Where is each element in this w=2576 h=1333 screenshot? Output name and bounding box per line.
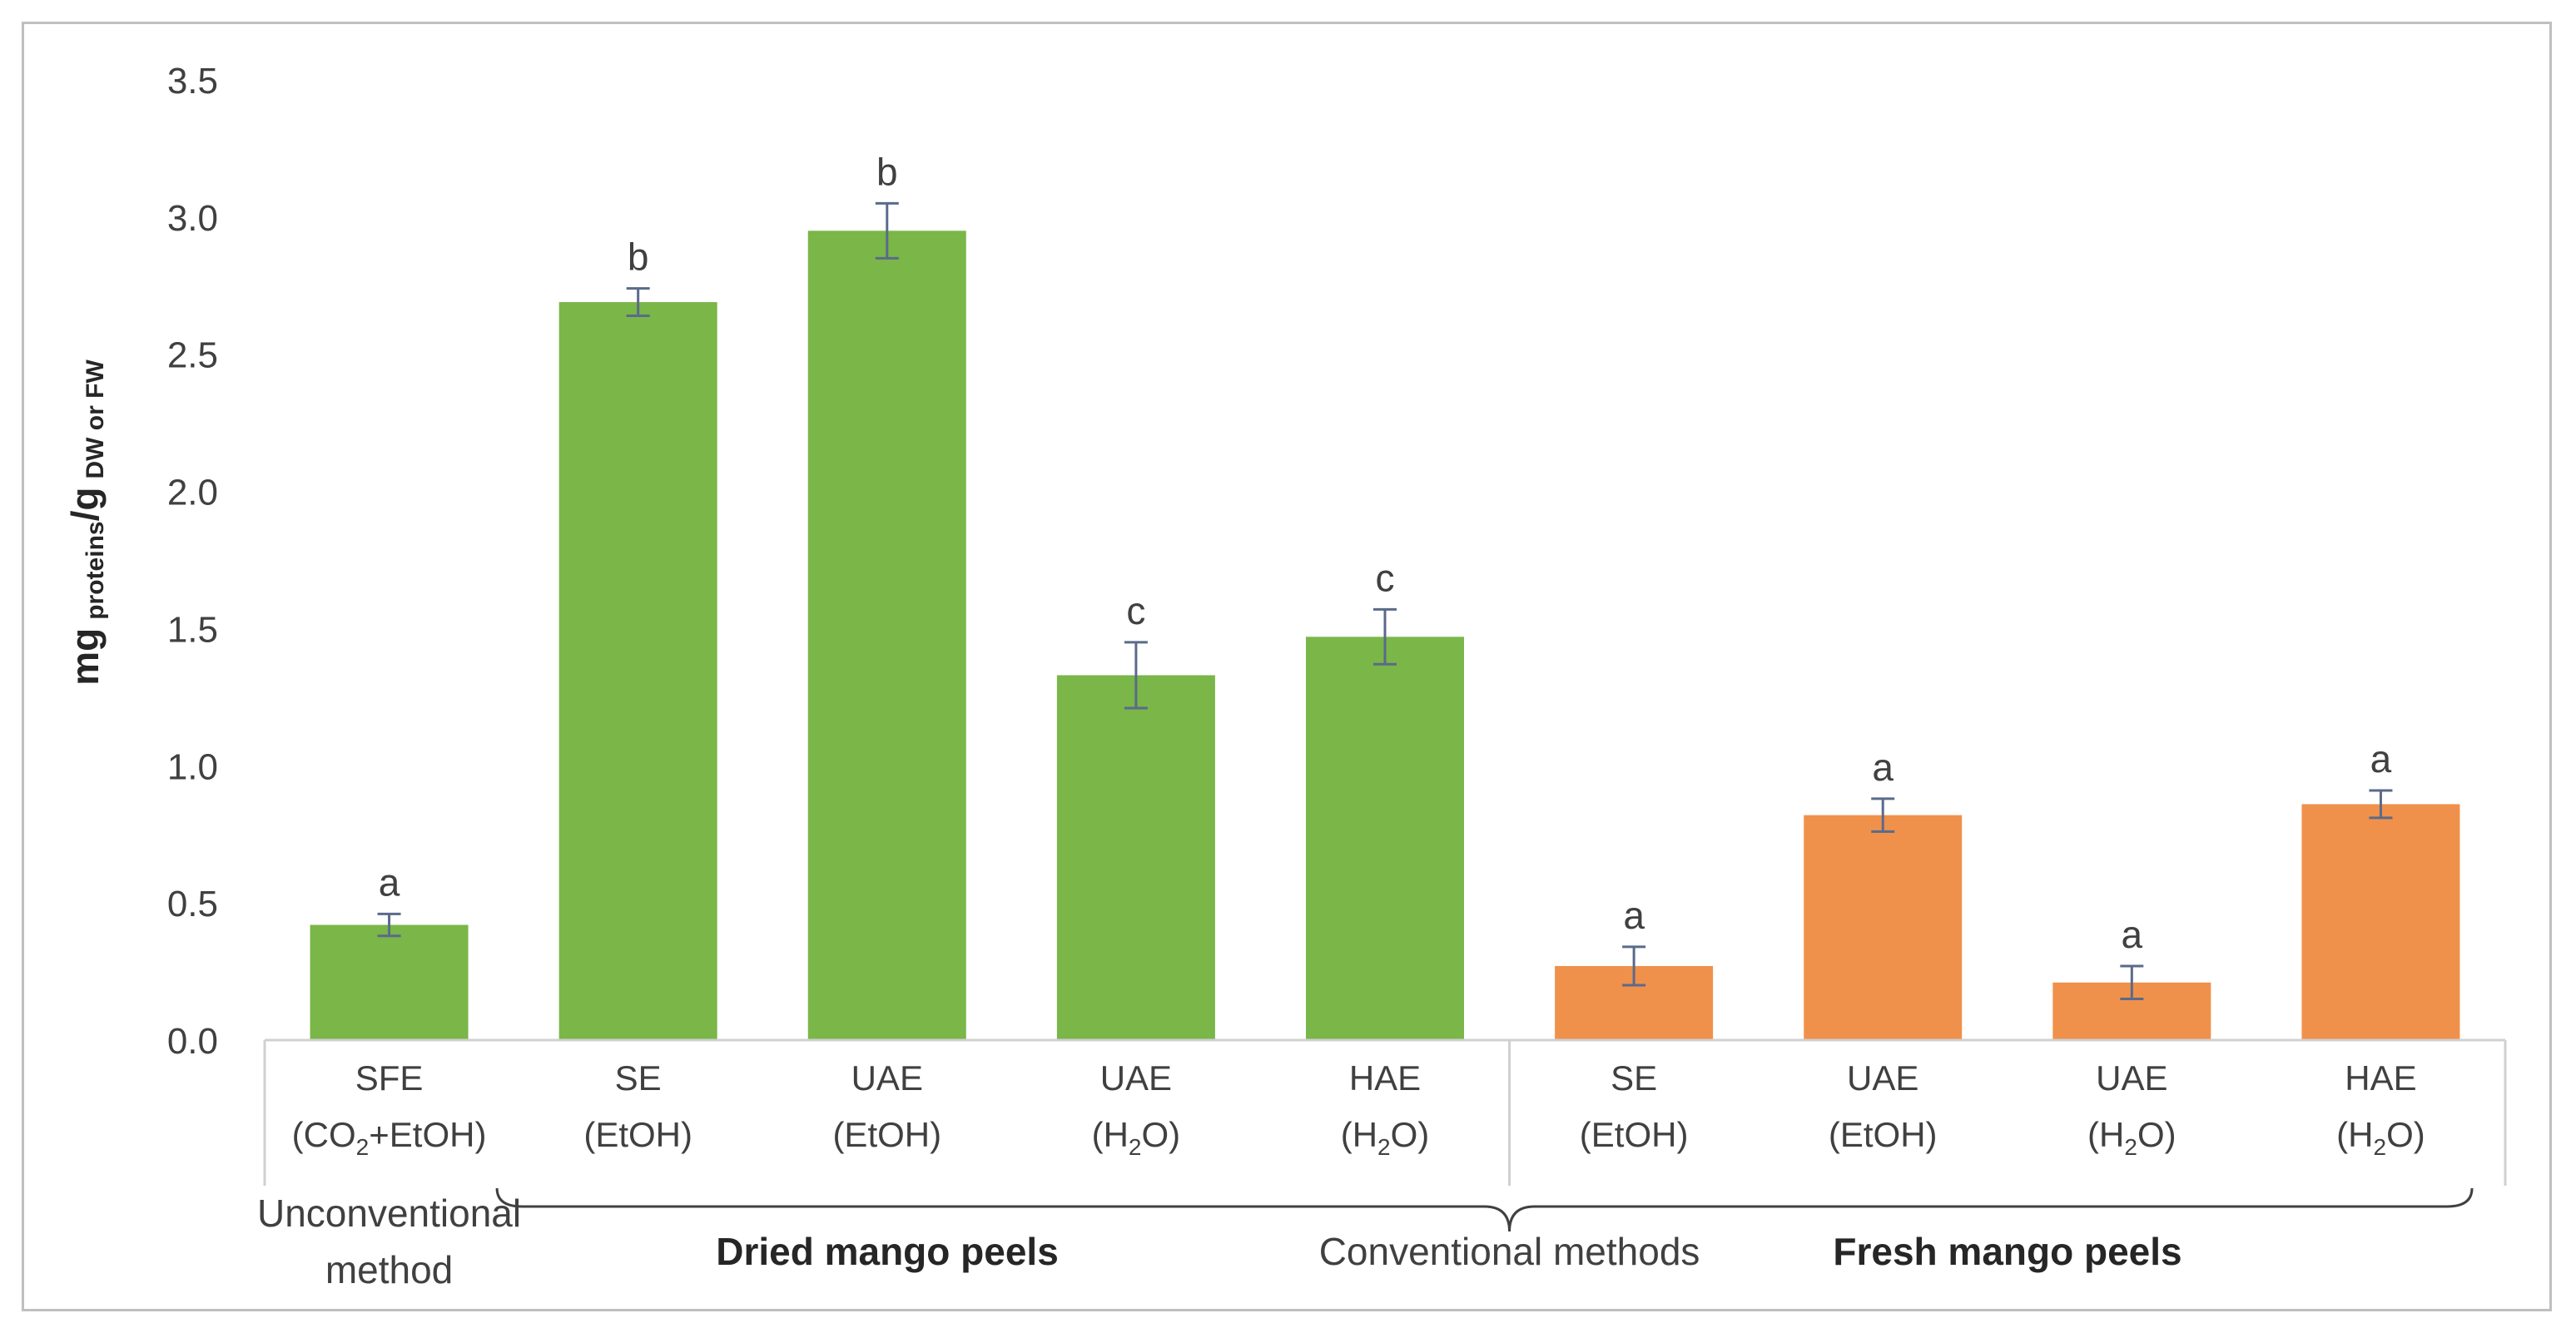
- category-label-subscript: 2: [2124, 1134, 2137, 1160]
- category-label-part: O): [2386, 1115, 2425, 1154]
- category-label-line2: (EtOH): [1829, 1115, 1938, 1154]
- y-tick-label: 0.0: [167, 1021, 218, 1062]
- bar-0: [310, 924, 469, 1040]
- category-label-line2: (H2O): [2336, 1115, 2425, 1160]
- category-label-line1: UAE: [1100, 1058, 1172, 1098]
- y-tick-label: 1.5: [167, 609, 218, 650]
- bar-2: [807, 230, 966, 1040]
- group-labels: Unconventional method Dried mango peels Con…: [257, 1187, 2474, 1291]
- bar-8: [2301, 804, 2460, 1040]
- category-label-subscript: 2: [1377, 1134, 1391, 1160]
- bar-4: [1306, 637, 1464, 1040]
- category-label-line1: SE: [615, 1058, 662, 1098]
- category-label-part: (EtOH): [1580, 1115, 1689, 1154]
- category-label-part: (H: [2336, 1115, 2373, 1154]
- category-label-part: (H: [1341, 1115, 1377, 1154]
- conventional-methods-label: Conventional methods: [1319, 1230, 1700, 1273]
- category-label-part: (EtOH): [832, 1115, 941, 1154]
- category-label-part: (H: [2087, 1115, 2124, 1154]
- y-tick-label: 3.5: [167, 61, 218, 102]
- category-label-line1: UAE: [2096, 1058, 2167, 1098]
- category-label-line1: HAE: [2345, 1058, 2416, 1098]
- significance-letter: b: [876, 150, 898, 193]
- significance-letter: a: [2122, 913, 2143, 956]
- error-bar-1: [626, 287, 650, 318]
- error-bar-7: [2120, 964, 2144, 1001]
- category-label-line1: UAE: [1847, 1058, 1918, 1098]
- significance-letter: a: [2370, 737, 2392, 780]
- category-label-part: O): [1391, 1115, 1430, 1154]
- significance-letter: c: [1376, 556, 1395, 599]
- error-bar-6: [1871, 797, 1895, 833]
- category-label-subscript: 2: [1129, 1134, 1142, 1160]
- y-axis-label: mgproteins/gDW or FW: [63, 359, 109, 686]
- fresh-mango-peels-label: Fresh mango peels: [1833, 1230, 2181, 1273]
- category-label-line2: (CO2+EtOH): [292, 1115, 487, 1160]
- category-label-line2: (H2O): [2087, 1115, 2176, 1160]
- significance-letter: a: [379, 860, 400, 904]
- category-label-line2: (EtOH): [583, 1115, 692, 1154]
- category-label-line2: (H2O): [1092, 1115, 1181, 1160]
- significance-letter: a: [1623, 894, 1645, 937]
- category-label-part: (CO: [292, 1115, 356, 1154]
- dried-mango-peels-label: Dried mango peels: [716, 1230, 1059, 1273]
- category-label-line2: (EtOH): [1580, 1115, 1689, 1154]
- error-bar-0: [377, 912, 401, 938]
- error-bar-2: [875, 201, 899, 260]
- x-axis: SFE(CO2+EtOH)SE(EtOH)UAE(EtOH)UAE(H2O)HA…: [263, 1038, 2507, 1186]
- category-label-part: O): [1142, 1115, 1181, 1154]
- unconventional-method-label: Unconventional: [257, 1192, 521, 1235]
- y-tick-label: 3.0: [167, 198, 218, 239]
- bars: a b b c c a a a a: [310, 150, 2460, 1040]
- conventional-methods-brace: [495, 1187, 2474, 1232]
- chart-frame: [22, 22, 2552, 1311]
- category-label-part: (H: [1092, 1115, 1129, 1154]
- category-label-line1: HAE: [1349, 1058, 1421, 1098]
- error-bar-4: [1373, 607, 1397, 666]
- y-tick-label: 1.0: [167, 746, 218, 787]
- bar-3: [1056, 675, 1215, 1040]
- error-bar-3: [1124, 641, 1148, 710]
- category-label-part: (EtOH): [583, 1115, 692, 1154]
- unconventional-method-label: method: [325, 1248, 453, 1291]
- category-label-line1: SE: [1611, 1058, 1657, 1098]
- y-tick-label: 0.5: [167, 884, 218, 924]
- error-bar-5: [1622, 945, 1646, 987]
- bar-1: [558, 302, 717, 1040]
- category-label-subscript: 2: [356, 1134, 370, 1160]
- category-label-part: (EtOH): [1829, 1115, 1938, 1154]
- category-label-line2: (H2O): [1341, 1115, 1430, 1160]
- category-label-part: +EtOH): [369, 1115, 486, 1154]
- bar-6: [1804, 815, 1963, 1040]
- y-axis: 0.0 0.5 1.0 1.5 2.0 2.5 3.0 3.5: [167, 61, 218, 1062]
- error-bar-8: [2369, 789, 2393, 820]
- significance-letter: c: [1126, 589, 1145, 632]
- significance-letter: a: [1872, 746, 1894, 789]
- category-label-subscript: 2: [2373, 1134, 2386, 1160]
- significance-letter: b: [628, 235, 649, 279]
- y-tick-label: 2.0: [167, 473, 218, 513]
- y-tick-label: 2.5: [167, 335, 218, 376]
- category-label-line1: UAE: [851, 1058, 923, 1098]
- category-label-line1: SFE: [355, 1058, 424, 1098]
- category-label-part: O): [2137, 1115, 2176, 1154]
- category-label-line2: (EtOH): [832, 1115, 941, 1154]
